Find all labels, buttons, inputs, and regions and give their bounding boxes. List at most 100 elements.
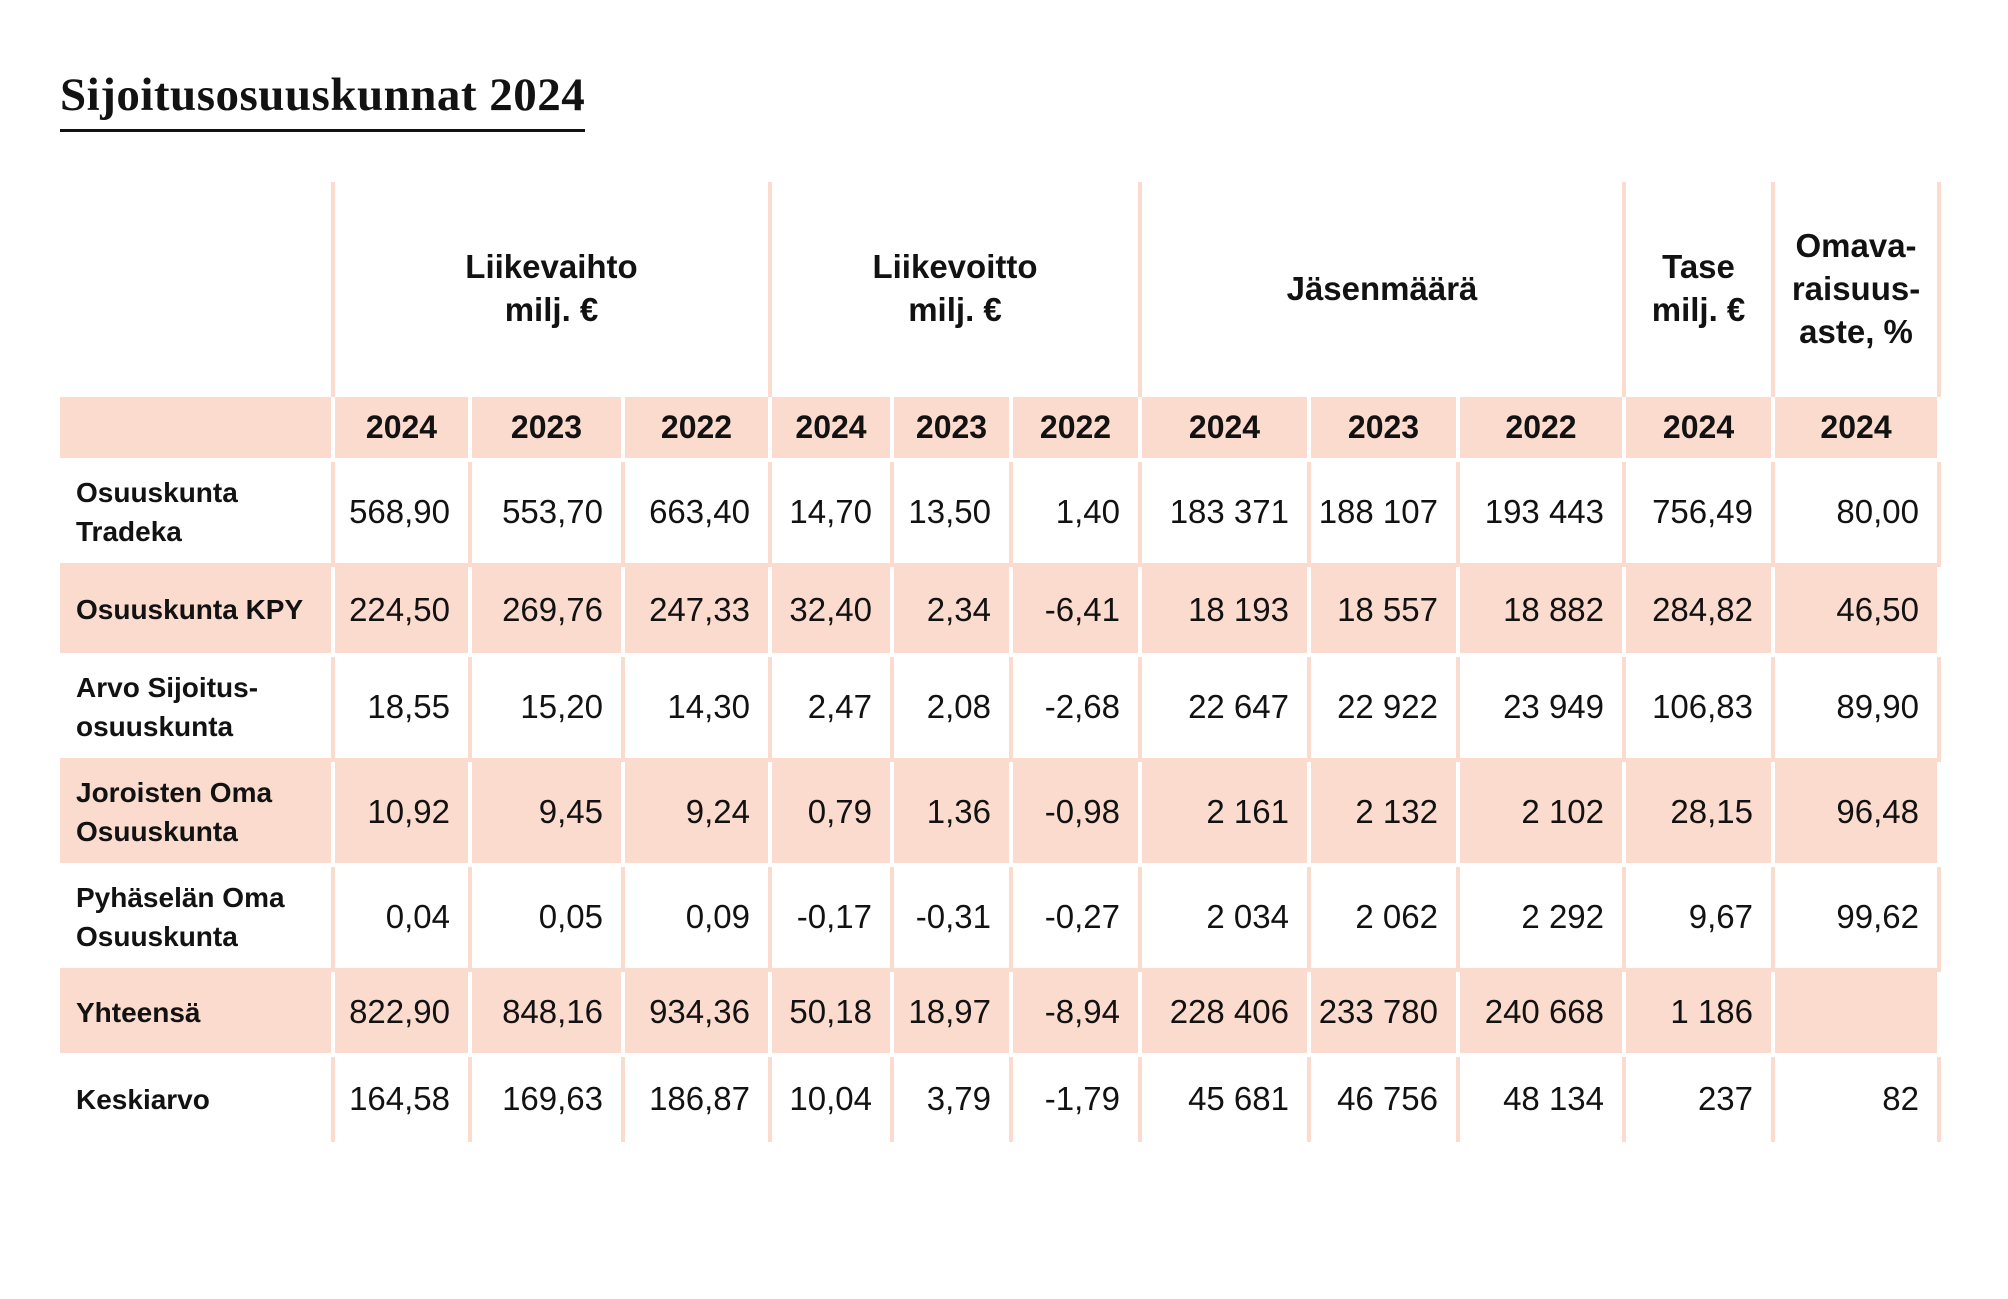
data-cell: 22 647 [1142, 656, 1311, 762]
group-header-liikevaihto: Liikevaihto milj. € [335, 181, 772, 397]
data-cell: 99,62 [1775, 866, 1942, 972]
year-header-cell: 2022 [1460, 396, 1627, 462]
year-header-cell: 2023 [894, 396, 1013, 462]
year-header-cell: 2024 [1626, 396, 1776, 462]
data-cell [1775, 971, 1942, 1057]
data-cell: 1 186 [1626, 971, 1776, 1057]
data-cell: 240 668 [1460, 971, 1627, 1057]
row-label-cell: Osuuskunta KPY [60, 566, 335, 657]
data-cell: 22 922 [1311, 656, 1460, 762]
data-cell: 756,49 [1626, 461, 1776, 567]
data-cell: 934,36 [625, 971, 772, 1057]
data-cell: 237 [1626, 1056, 1776, 1142]
data-cell: 822,90 [335, 971, 472, 1057]
data-cell: -0,17 [772, 866, 894, 972]
data-cell: 46 756 [1311, 1056, 1460, 1142]
row-label-cell: Joroisten Oma Osuuskunta [60, 761, 335, 867]
data-cell: 2,34 [894, 566, 1013, 657]
group-header-jasenmaara: Jäsenmäärä [1142, 181, 1627, 397]
year-header-cell: 2022 [1013, 396, 1142, 462]
row-label-cell: Arvo Sijoitus- osuuskunta [60, 656, 335, 762]
data-cell: 247,33 [625, 566, 772, 657]
data-cell: 13,50 [894, 461, 1013, 567]
table-row: Osuuskunta KPY 224,50 269,76 247,33 32,40 2,3… [60, 566, 1942, 657]
data-cell: 224,50 [335, 566, 472, 657]
group-header-omavaraisuusaste: Omava- raisuus- aste, % [1775, 181, 1942, 397]
data-cell: 2 062 [1311, 866, 1460, 972]
data-cell: 32,40 [772, 566, 894, 657]
year-header-row: 2024 2023 2022 2024 2023 2022 2024 2023 2022 2024… [60, 396, 1942, 462]
data-cell: 9,24 [625, 761, 772, 867]
data-cell: 169,63 [472, 1056, 625, 1142]
data-cell: -0,98 [1013, 761, 1142, 867]
corner-cell [60, 181, 335, 397]
table-row: Osuuskunta Tradeka 568,90 553,70 663,40 14,7… [60, 461, 1942, 567]
table-row: Joroisten Oma Osuuskunta 10,92 9,45 9,24 0,7… [60, 761, 1942, 867]
data-cell: 2 292 [1460, 866, 1627, 972]
data-cell: 15,20 [472, 656, 625, 762]
data-cell: 50,18 [772, 971, 894, 1057]
data-cell: 284,82 [1626, 566, 1776, 657]
year-header-cell: 2024 [1142, 396, 1311, 462]
year-header-cell: 2024 [335, 396, 472, 462]
data-cell: -6,41 [1013, 566, 1142, 657]
data-cell: 10,04 [772, 1056, 894, 1142]
data-cell: 228 406 [1142, 971, 1311, 1057]
data-cell: 89,90 [1775, 656, 1942, 762]
data-cell: 2,47 [772, 656, 894, 762]
data-cell: 164,58 [335, 1056, 472, 1142]
data-cell: 1,36 [894, 761, 1013, 867]
data-cell: 48 134 [1460, 1056, 1627, 1142]
year-row-corner-cell [60, 396, 335, 462]
data-cell: 46,50 [1775, 566, 1942, 657]
data-cell: 186,87 [625, 1056, 772, 1142]
row-label-cell: Pyhäselän Oma Osuuskunta [60, 866, 335, 972]
data-cell: -2,68 [1013, 656, 1142, 762]
year-header-cell: 2023 [472, 396, 625, 462]
data-cell: 0,79 [772, 761, 894, 867]
year-header-cell: 2024 [772, 396, 894, 462]
row-label-cell: Keskiarvo [60, 1056, 335, 1142]
data-cell: 193 443 [1460, 461, 1627, 567]
data-cell: 553,70 [472, 461, 625, 567]
data-cell: -1,79 [1013, 1056, 1142, 1142]
table-row: Yhteensä 822,90 848,16 934,36 50,18 18,97 -8,9… [60, 971, 1942, 1057]
data-cell: 0,05 [472, 866, 625, 972]
page: Sijoitusosuuskunnat 2024 Liikevaihto mil… [60, 69, 1942, 1142]
data-cell: 0,09 [625, 866, 772, 972]
data-cell: 0,04 [335, 866, 472, 972]
group-header-tase: Tase milj. € [1626, 181, 1776, 397]
data-cell: 9,45 [472, 761, 625, 867]
group-header-liikevoitto: Liikevoitto milj. € [772, 181, 1142, 397]
data-cell: -0,31 [894, 866, 1013, 972]
data-cell: 18,55 [335, 656, 472, 762]
year-header-cell: 2022 [625, 396, 772, 462]
data-cell: 18 882 [1460, 566, 1627, 657]
table-row: Keskiarvo 164,58 169,63 186,87 10,04 3,79 -1,7… [60, 1056, 1942, 1142]
statistics-table: Liikevaihto milj. € Liikevoitto milj. € … [60, 181, 1942, 1142]
data-cell: 1,40 [1013, 461, 1142, 567]
data-cell: 2,08 [894, 656, 1013, 762]
data-cell: 18 193 [1142, 566, 1311, 657]
data-cell: 269,76 [472, 566, 625, 657]
data-cell: 45 681 [1142, 1056, 1311, 1142]
data-cell: 2 132 [1311, 761, 1460, 867]
data-cell: -0,27 [1013, 866, 1142, 972]
table-row: Arvo Sijoitus- osuuskunta 18,55 15,20 14,30… [60, 656, 1942, 762]
data-cell: 10,92 [335, 761, 472, 867]
data-cell: 18 557 [1311, 566, 1460, 657]
data-cell: 233 780 [1311, 971, 1460, 1057]
data-cell: 3,79 [894, 1056, 1013, 1142]
data-cell: 2 102 [1460, 761, 1627, 867]
table-row: Pyhäselän Oma Osuuskunta 0,04 0,05 0,09 -0,1… [60, 866, 1942, 972]
data-cell: 848,16 [472, 971, 625, 1057]
data-cell: 96,48 [1775, 761, 1942, 867]
data-cell: 28,15 [1626, 761, 1776, 867]
data-cell: 80,00 [1775, 461, 1942, 567]
data-cell: 9,67 [1626, 866, 1776, 972]
data-cell: 2 161 [1142, 761, 1311, 867]
year-header-cell: 2023 [1311, 396, 1460, 462]
data-cell: 82 [1775, 1056, 1942, 1142]
data-cell: -8,94 [1013, 971, 1142, 1057]
row-label-cell: Yhteensä [60, 971, 335, 1057]
